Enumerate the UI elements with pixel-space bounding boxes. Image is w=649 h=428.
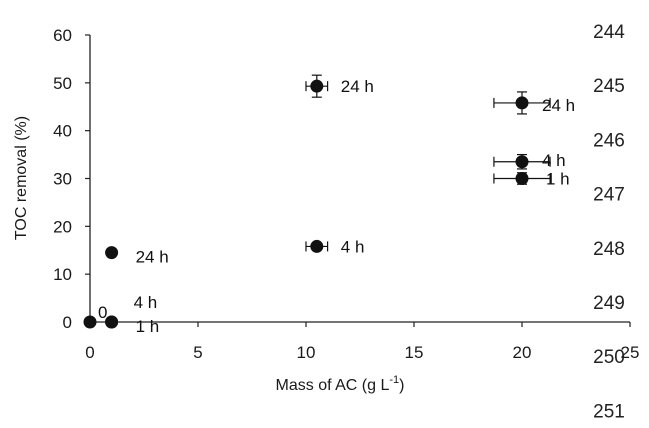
point-labels: 01 h4 h24 h4 h24 h1 h4 h24 h bbox=[98, 77, 575, 336]
x-axis-title-main: Mass of AC (g L bbox=[276, 377, 390, 394]
line-numbers: 244 245 246 247 248 249 250 251 bbox=[593, 22, 625, 422]
point-marker bbox=[105, 315, 119, 329]
data-point bbox=[305, 74, 329, 98]
x-axis-title-sup: -1 bbox=[389, 374, 399, 386]
point-label: 1 h bbox=[136, 317, 160, 336]
x-tick-label: 20 bbox=[513, 343, 532, 362]
data-point bbox=[105, 315, 119, 329]
point-label: 4 h bbox=[341, 237, 365, 256]
data-point bbox=[305, 239, 329, 253]
line-number: 244 bbox=[593, 22, 625, 43]
y-tick-label: 10 bbox=[53, 265, 72, 284]
line-number: 250 bbox=[593, 347, 625, 368]
data-point bbox=[83, 315, 97, 329]
point-label: 24 h bbox=[542, 96, 575, 115]
point-marker bbox=[515, 172, 529, 185]
x-axis-ticks: 0 5 10 15 20 25 bbox=[85, 322, 639, 362]
point-marker bbox=[83, 315, 97, 329]
data-point bbox=[493, 153, 551, 170]
y-tick-label: 20 bbox=[53, 217, 72, 236]
point-marker bbox=[515, 96, 529, 110]
x-tick-label: 10 bbox=[297, 343, 316, 362]
point-marker bbox=[105, 246, 119, 260]
point-label: 1 h bbox=[546, 170, 570, 189]
data-point bbox=[493, 172, 551, 185]
y-tick-label: 50 bbox=[53, 74, 72, 93]
y-tick-label: 40 bbox=[53, 122, 72, 141]
line-number: 249 bbox=[593, 293, 625, 314]
y-axis-ticks: 0 10 20 30 40 50 60 bbox=[53, 26, 90, 332]
line-number: 248 bbox=[593, 239, 625, 260]
y-tick-label: 0 bbox=[63, 313, 72, 332]
y-tick-label: 60 bbox=[53, 26, 72, 45]
point-marker bbox=[310, 79, 324, 93]
point-label: 24 h bbox=[136, 248, 169, 267]
line-number: 247 bbox=[593, 185, 625, 206]
y-axis-title: TOC removal (%) bbox=[13, 116, 30, 240]
data-point bbox=[105, 246, 119, 260]
point-marker bbox=[310, 239, 324, 253]
line-number: 251 bbox=[593, 401, 625, 422]
data-point bbox=[493, 91, 551, 115]
point-label: 4 h bbox=[542, 151, 566, 170]
x-axis-title: Mass of AC (g L-1) bbox=[276, 374, 405, 394]
point-marker bbox=[515, 155, 529, 169]
point-label: 0 bbox=[98, 303, 107, 322]
y-tick-label: 30 bbox=[53, 170, 72, 189]
line-number: 245 bbox=[593, 76, 625, 97]
x-tick-label: 25 bbox=[621, 343, 640, 362]
x-tick-label: 5 bbox=[193, 343, 202, 362]
point-label: 24 h bbox=[341, 77, 374, 96]
x-axis-title-tail: ) bbox=[399, 377, 404, 394]
data-points bbox=[83, 74, 551, 329]
line-number: 246 bbox=[593, 130, 625, 151]
x-tick-label: 15 bbox=[405, 343, 424, 362]
x-tick-label: 0 bbox=[85, 343, 94, 362]
point-label: 4 h bbox=[134, 293, 158, 312]
